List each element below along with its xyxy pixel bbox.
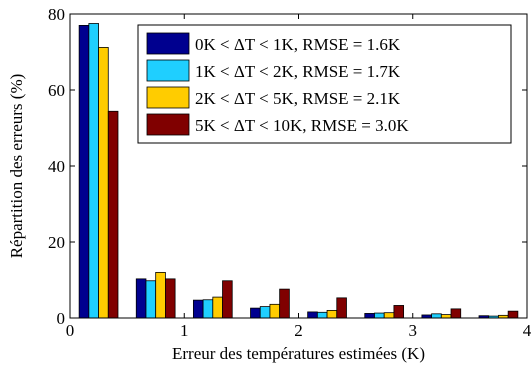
bar-series-2-bin-7 <box>431 313 442 319</box>
legend-swatch-1 <box>146 32 190 55</box>
y-tick-label-20: 20 <box>48 233 65 252</box>
bar-series-2-bin-3 <box>202 299 214 319</box>
bar-series-2-bin-5 <box>316 311 328 319</box>
x-tick-label-4: 4 <box>523 321 531 340</box>
bar-series-4-bin-5 <box>336 297 347 319</box>
legend-box <box>137 24 512 144</box>
x-axis-label: Erreur des températures estimées (K) <box>172 344 425 363</box>
bar-series-1-bin-4 <box>250 307 261 319</box>
legend-swatch-4 <box>146 113 190 136</box>
bar-series-3-bin-5 <box>326 309 338 319</box>
y-tick-label-60: 60 <box>48 81 65 100</box>
y-tick-label-80: 80 <box>48 5 65 24</box>
x-tick-label-2: 2 <box>294 321 303 340</box>
bar-series-1-bin-1 <box>78 24 90 319</box>
bar-series-4-bin-6 <box>393 305 405 319</box>
y-tick-label-0: 0 <box>57 309 66 328</box>
bar-series-3-bin-4 <box>269 303 281 319</box>
bar-series-4-bin-7 <box>450 308 462 319</box>
bar-series-3-bin-2 <box>155 271 166 319</box>
bar-series-2-bin-1 <box>88 23 99 319</box>
bar-series-2-bin-4 <box>259 306 271 319</box>
legend-label-1: 0K < ΔT < 1K, RMSE = 1.6K <box>195 35 401 54</box>
legend-label-3: 2K < ΔT < 5K, RMSE = 2.1K <box>195 89 401 108</box>
x-tick-label-1: 1 <box>180 321 189 340</box>
bar-series-3-bin-3 <box>212 296 223 319</box>
bar-series-2-bin-2 <box>145 280 157 319</box>
bar-series-1-bin-5 <box>307 311 318 319</box>
legend-label-4: 5K < ΔT < 10K, RMSE = 3.0K <box>195 116 409 135</box>
y-tick-label-40: 40 <box>48 157 65 176</box>
bar-series-1-bin-2 <box>135 278 147 319</box>
bar-series-3-bin-6 <box>383 312 395 319</box>
bar-series-4-bin-2 <box>164 278 176 319</box>
legend-swatch-3 <box>146 86 190 109</box>
bar-series-4-bin-4 <box>279 288 290 319</box>
x-tick-label-0: 0 <box>66 321 75 340</box>
bar-series-4-bin-1 <box>107 110 119 319</box>
legend: 0K < ΔT < 1K, RMSE = 1.6K 1K < ΔT < 2K, R… <box>137 24 512 144</box>
bar-series-3-bin-7 <box>440 314 452 319</box>
x-tick-label-3: 3 <box>409 321 418 340</box>
legend-label-2: 1K < ΔT < 2K, RMSE = 1.7K <box>195 62 401 81</box>
bar-series-1-bin-3 <box>192 299 204 319</box>
bar-series-4-bin-3 <box>222 280 233 319</box>
bar-series-1-bin-6 <box>364 313 375 319</box>
legend-swatch-2 <box>146 59 190 82</box>
bar-series-4-bin-8 <box>507 310 519 319</box>
y-axis-label: Répartition des erreurs (%) <box>7 74 26 259</box>
bar-series-2-bin-6 <box>374 312 385 319</box>
bar-series-3-bin-1 <box>98 47 109 319</box>
